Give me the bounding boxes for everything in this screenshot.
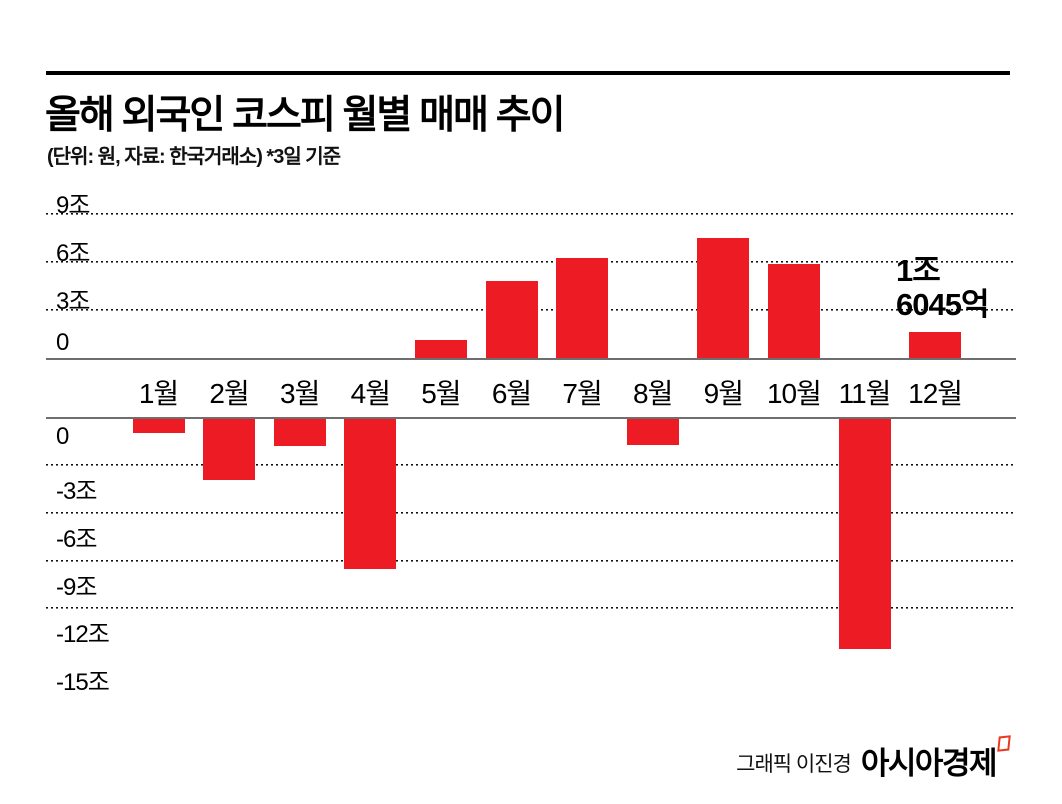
gridline--9조: [46, 559, 1016, 562]
footer: 그래픽 이진경 아시아경제: [736, 735, 1011, 783]
bar-8월: [626, 419, 679, 445]
annotation-line: 1조: [896, 253, 941, 288]
y-tick-label-0: 0: [56, 329, 69, 356]
bar-7월: [556, 257, 609, 358]
publisher-logo: 아시아경제: [860, 735, 1011, 783]
bar-2월: [203, 419, 256, 480]
month-label-2월: 2월: [209, 378, 249, 409]
gridline--12조: [46, 607, 1016, 610]
bar-9월: [697, 238, 750, 358]
month-label-9월: 9월: [703, 378, 744, 409]
gridline--3조: [46, 463, 1016, 466]
month-label-5월: 5월: [421, 378, 461, 409]
bar-12월: [909, 332, 962, 358]
y-tick-label-0: 0: [56, 423, 69, 450]
y-tick-label--12조: -12조: [56, 621, 110, 649]
publisher-logo-text: 아시아경제: [860, 746, 998, 781]
month-label-12월: 12월: [908, 378, 963, 409]
month-label-8월: 8월: [633, 378, 673, 409]
negative-zero-baseline: [46, 417, 1016, 419]
gridline--6조: [46, 511, 1016, 514]
y-tick-label--9조: -9조: [56, 573, 97, 601]
month-label-3월: 3월: [280, 378, 320, 409]
bar-10월: [767, 263, 820, 358]
annotation-line: 6045억: [896, 287, 989, 322]
page-subtitle: (단위: 원, 자료: 한국거래소) *3일 기준: [47, 146, 341, 168]
month-label-4월: 4월: [350, 378, 391, 409]
y-tick-label--6조: -6조: [56, 525, 97, 553]
title-rule: [46, 71, 1010, 75]
month-label-1월: 1월: [138, 378, 179, 409]
graphic-credit: 그래픽 이진경: [736, 752, 852, 776]
y-tick-label-6조: 6조: [56, 240, 90, 268]
bar-5월: [414, 340, 467, 358]
positive-zero-baseline: [46, 358, 1016, 360]
y-tick-label-9조: 9조: [56, 192, 90, 220]
bar-3월: [273, 419, 326, 447]
bar-1월: [132, 419, 185, 434]
month-label-7월: 7월: [562, 378, 602, 409]
december-value-annotation: 1조 6045억: [896, 253, 989, 322]
month-label-11월: 11월: [838, 378, 892, 409]
gridline-6조: [46, 261, 1016, 264]
month-label-10월: 10월: [766, 378, 822, 409]
month-label-6월: 6월: [491, 378, 532, 409]
y-tick-label-3조: 3조: [56, 288, 90, 316]
y-tick-label--15조: -15조: [56, 669, 110, 697]
bar-6월: [485, 281, 538, 358]
y-tick-label--3조: -3조: [56, 477, 97, 505]
bar-11월: [838, 419, 891, 649]
bar-4월: [344, 419, 397, 569]
gridline-9조: [46, 213, 1016, 216]
publisher-logo-mark-icon: [997, 735, 1011, 752]
page-title: 올해 외국인 코스피 월별 매매 추이: [45, 94, 565, 137]
